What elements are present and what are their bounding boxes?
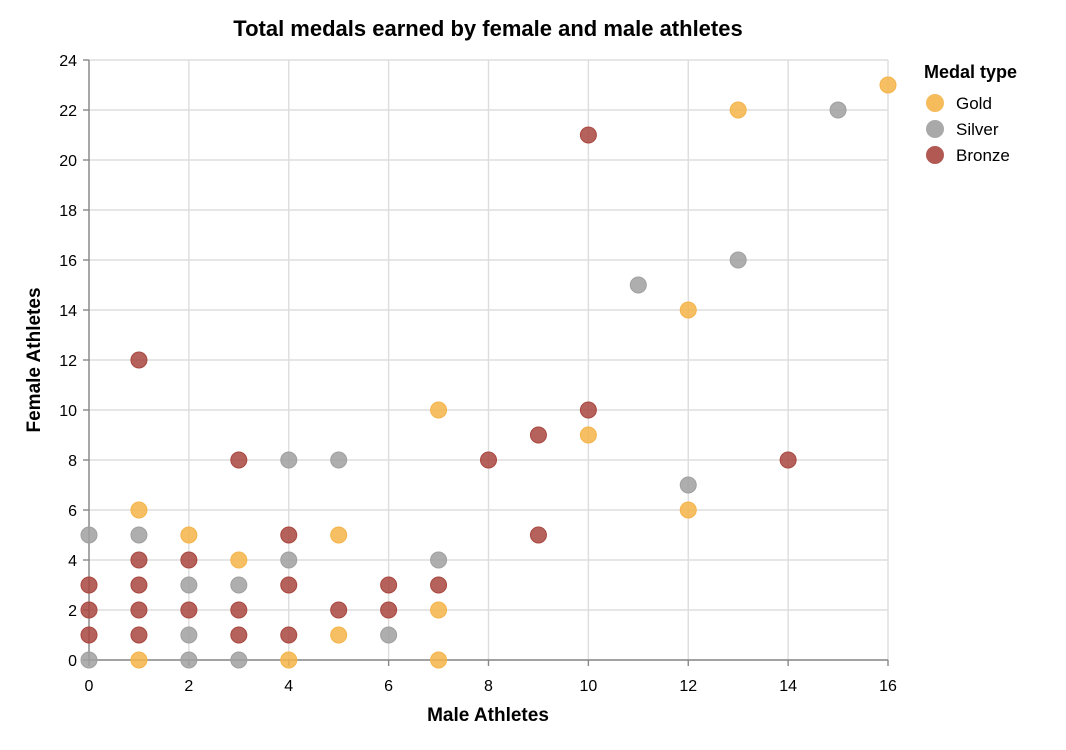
gold-point: [180, 526, 198, 544]
bronze-point: [230, 451, 248, 469]
gold-point: [430, 601, 448, 619]
gold-point: [230, 551, 248, 569]
series-bronze: [80, 126, 797, 644]
silver-point: [430, 551, 448, 569]
bronze-point: [330, 601, 348, 619]
x-axis-title: Male Athletes: [427, 705, 549, 726]
silver-point: [180, 626, 198, 644]
legend-swatch-bronze: [926, 146, 944, 164]
gold-point: [330, 626, 348, 644]
silver-point: [330, 451, 348, 469]
bronze-point: [180, 551, 198, 569]
x-tick-label: 10: [579, 678, 597, 695]
bronze-point: [529, 526, 547, 544]
x-tick-label: 12: [679, 678, 697, 695]
y-tick-label: 10: [59, 403, 77, 420]
y-tick-label: 2: [68, 603, 77, 620]
silver-point: [729, 251, 747, 269]
gold-point: [130, 651, 148, 669]
legend-label-gold: Gold: [956, 94, 992, 113]
silver-point: [180, 576, 198, 594]
x-tick-label: 0: [85, 678, 94, 695]
series-silver: [80, 101, 847, 669]
bronze-point: [180, 601, 198, 619]
y-tick-label: 20: [59, 153, 77, 170]
bronze-point: [280, 576, 298, 594]
silver-point: [130, 526, 148, 544]
bronze-point: [579, 401, 597, 419]
data-points: [80, 76, 897, 669]
bronze-point: [130, 351, 148, 369]
legend-label-silver: Silver: [956, 120, 999, 139]
silver-point: [80, 526, 98, 544]
gold-point: [130, 501, 148, 519]
bronze-point: [80, 626, 98, 644]
bronze-point: [380, 576, 398, 594]
gold-point: [430, 651, 448, 669]
y-tick-label: 4: [68, 553, 77, 570]
bronze-point: [80, 576, 98, 594]
y-tick-label: 8: [68, 453, 77, 470]
bronze-point: [380, 601, 398, 619]
y-tick-label: 14: [59, 303, 77, 320]
x-tick-label: 8: [484, 678, 493, 695]
bronze-point: [130, 576, 148, 594]
gridlines: [88, 59, 889, 661]
bronze-point: [230, 601, 248, 619]
bronze-point: [130, 626, 148, 644]
gold-point: [330, 526, 348, 544]
y-axis-title: Female Athletes: [24, 287, 45, 432]
bronze-point: [280, 526, 298, 544]
bronze-point: [230, 626, 248, 644]
silver-point: [380, 626, 398, 644]
y-tick-label: 22: [59, 103, 77, 120]
legend: Medal type Gold Silver Bronze: [924, 62, 1017, 165]
legend-swatch-gold: [926, 94, 944, 112]
bronze-point: [130, 601, 148, 619]
gold-point: [430, 401, 448, 419]
silver-point: [180, 651, 198, 669]
y-tick-label: 6: [68, 503, 77, 520]
bronze-point: [430, 576, 448, 594]
x-tick-label: 4: [284, 678, 293, 695]
legend-title: Medal type: [924, 62, 1017, 82]
bronze-point: [80, 601, 98, 619]
chart-title: Total medals earned by female and male a…: [233, 16, 742, 41]
y-tick-label: 24: [59, 53, 77, 70]
silver-point: [629, 276, 647, 294]
x-tick-label: 16: [879, 678, 897, 695]
gold-point: [679, 501, 697, 519]
bronze-point: [779, 451, 797, 469]
bronze-point: [480, 451, 497, 469]
bronze-point: [529, 426, 547, 444]
gold-point: [579, 426, 597, 444]
silver-point: [230, 576, 248, 594]
bronze-point: [579, 126, 597, 144]
x-tick-label: 14: [779, 678, 797, 695]
gold-point: [729, 101, 747, 119]
gold-point: [679, 301, 697, 319]
x-tick-label: 2: [184, 678, 193, 695]
gold-point: [879, 76, 897, 94]
gold-point: [280, 651, 298, 669]
silver-point: [280, 551, 298, 569]
legend-swatch-silver: [926, 120, 944, 138]
y-tick-label: 16: [59, 253, 77, 270]
x-tick-label: 6: [384, 678, 393, 695]
silver-point: [80, 651, 98, 669]
silver-point: [679, 476, 697, 494]
bronze-point: [280, 626, 298, 644]
y-tick-label: 18: [59, 203, 77, 220]
y-tick-label: 0: [68, 653, 77, 670]
silver-point: [230, 651, 248, 669]
y-tick-label: 12: [59, 353, 77, 370]
series-gold: [130, 76, 897, 669]
silver-point: [280, 451, 298, 469]
bronze-point: [130, 551, 148, 569]
silver-point: [829, 101, 847, 119]
legend-label-bronze: Bronze: [956, 146, 1010, 165]
